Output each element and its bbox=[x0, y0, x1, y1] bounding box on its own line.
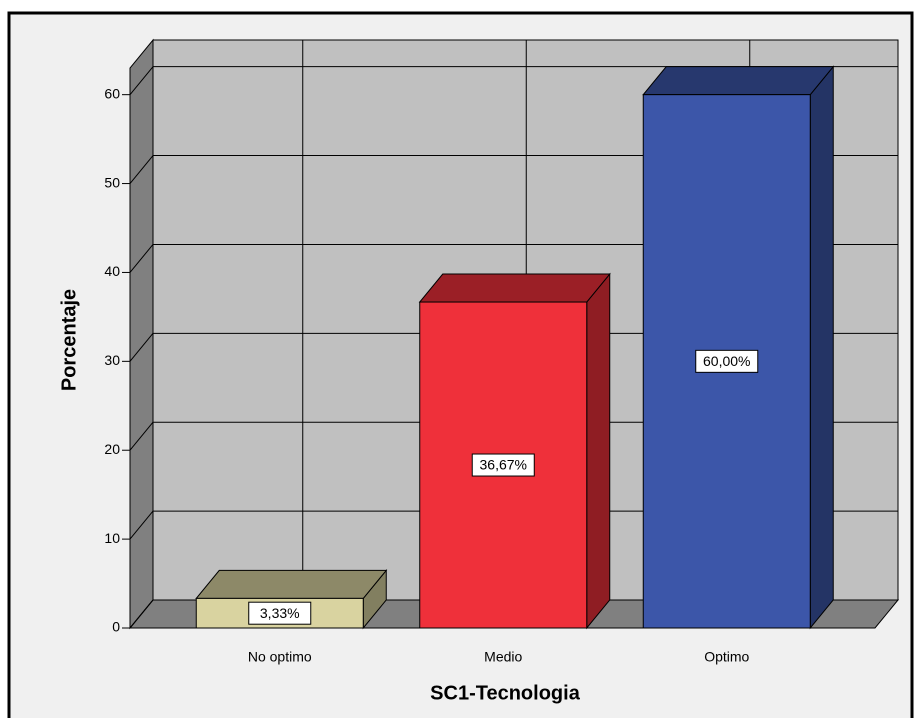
x-axis-title: SC1-Tecnologia bbox=[430, 682, 581, 704]
grid-line bbox=[129, 421, 154, 451]
y-tick-label: 60 bbox=[104, 85, 120, 101]
grid-line bbox=[129, 66, 154, 95]
bar-top bbox=[418, 273, 611, 303]
bar-top bbox=[195, 569, 388, 599]
grid-line bbox=[129, 155, 154, 184]
y-tick-label: 0 bbox=[112, 619, 120, 635]
grid-line bbox=[129, 244, 154, 273]
bar-side bbox=[809, 65, 834, 630]
value-label-box bbox=[471, 453, 535, 477]
side-wall bbox=[129, 38, 154, 630]
y-tick-label: 40 bbox=[104, 263, 120, 279]
x-tick-label: No optimo bbox=[248, 649, 312, 665]
grid-line bbox=[129, 333, 154, 362]
bar-top bbox=[642, 66, 835, 96]
grid-line bbox=[129, 599, 154, 629]
x-tick-label: Medio bbox=[484, 649, 522, 665]
value-label: 3,33% bbox=[260, 605, 300, 621]
y-tick-label: 50 bbox=[104, 174, 120, 190]
value-label-box bbox=[248, 601, 312, 625]
y-tick-label: 20 bbox=[104, 441, 120, 457]
value-label: 36,67% bbox=[480, 457, 527, 473]
x-tick-label: Optimo bbox=[704, 649, 749, 665]
y-axis-title: Porcentaje bbox=[58, 289, 80, 391]
value-label-box bbox=[695, 349, 759, 373]
value-label: 60,00% bbox=[703, 353, 750, 369]
grid-line bbox=[129, 510, 154, 540]
bar-side bbox=[586, 272, 611, 630]
y-tick-label: 10 bbox=[104, 530, 120, 546]
y-tick-label: 30 bbox=[104, 352, 120, 368]
plot-area: 0 10 20 30 40 50 60 3,33% No optimo 36,67% Medio 60… bbox=[104, 38, 900, 665]
